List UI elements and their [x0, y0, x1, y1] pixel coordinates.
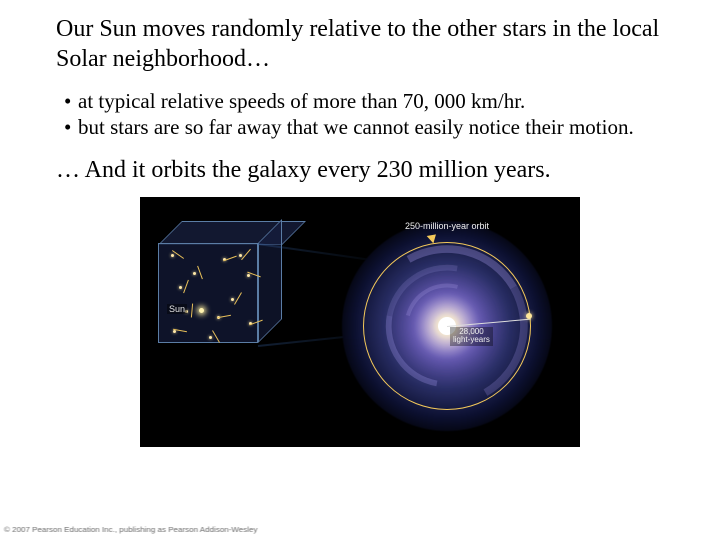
bullet-item: • at typical relative speeds of more tha…	[64, 88, 670, 114]
bullet-text: but stars are so far away that we cannot…	[78, 114, 634, 140]
motion-arrow	[183, 279, 189, 292]
star-dot	[231, 298, 234, 301]
motion-arrow	[212, 330, 220, 343]
sun-label: Sun	[167, 304, 187, 314]
figure-container: Sun 250-million-year orbit 28,000 light-…	[50, 197, 670, 447]
bullet-item: • but stars are so far away that we cann…	[64, 114, 670, 140]
star-dot	[239, 254, 242, 257]
bullet-marker: •	[64, 114, 78, 140]
sun-dot	[199, 308, 204, 313]
radius-unit: light-years	[453, 335, 490, 344]
cube-top-face	[158, 221, 306, 245]
bullet-marker: •	[64, 88, 78, 114]
radius-value: 28,000	[459, 327, 483, 336]
motion-arrow	[197, 265, 203, 278]
star-dot	[171, 254, 174, 257]
star-dot	[247, 274, 250, 277]
galaxy-figure: Sun 250-million-year orbit 28,000 light-…	[140, 197, 580, 447]
star-dot	[179, 286, 182, 289]
slide-continuation: … And it orbits the galaxy every 230 mil…	[50, 155, 670, 185]
copyright-text: © 2007 Pearson Education Inc., publishin…	[4, 525, 257, 534]
motion-arrow	[191, 303, 193, 317]
slide-heading: Our Sun moves randomly relative to the o…	[50, 14, 670, 74]
sun-position-marker	[526, 313, 532, 319]
cube-front-face: Sun	[158, 243, 258, 343]
motion-arrow	[217, 314, 231, 317]
motion-arrow	[234, 292, 242, 305]
star-dot	[209, 336, 212, 339]
milky-way-galaxy: 250-million-year orbit 28,000 light-year…	[332, 215, 562, 430]
bullet-list: • at typical relative speeds of more tha…	[50, 88, 670, 141]
orbit-period-label: 250-million-year orbit	[347, 221, 547, 231]
bullet-text: at typical relative speeds of more than …	[78, 88, 525, 114]
motion-arrow	[241, 248, 251, 259]
orbit-radius-label: 28,000 light-years	[450, 327, 493, 347]
solar-neighborhood-cube: Sun	[158, 221, 288, 351]
star-dot	[193, 272, 196, 275]
